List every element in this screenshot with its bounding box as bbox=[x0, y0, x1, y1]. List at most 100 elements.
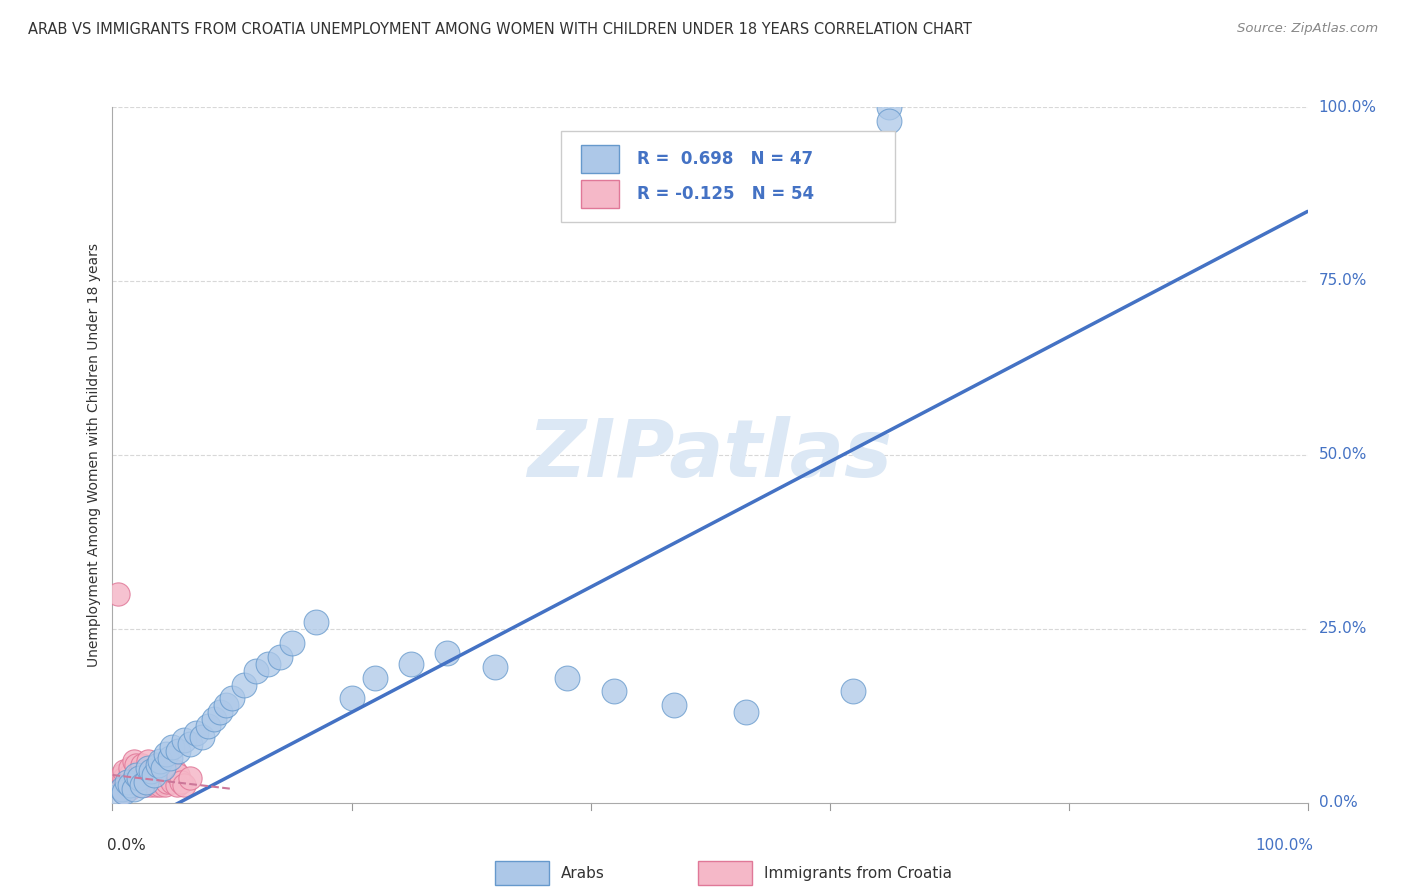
Point bbox=[125, 757, 148, 772]
FancyBboxPatch shape bbox=[697, 861, 752, 885]
Point bbox=[117, 775, 139, 789]
Point bbox=[129, 775, 152, 789]
Text: 50.0%: 50.0% bbox=[1319, 448, 1367, 462]
Point bbox=[281, 636, 304, 650]
Point bbox=[118, 781, 141, 796]
Text: R = -0.125   N = 54: R = -0.125 N = 54 bbox=[637, 185, 814, 203]
Text: 100.0%: 100.0% bbox=[1256, 838, 1313, 853]
Point bbox=[134, 768, 156, 782]
Point bbox=[163, 764, 186, 779]
Point bbox=[138, 775, 160, 789]
Point bbox=[125, 768, 148, 782]
Text: 100.0%: 100.0% bbox=[1319, 100, 1376, 114]
Point bbox=[159, 772, 181, 786]
Point bbox=[111, 768, 134, 782]
Point bbox=[159, 750, 181, 764]
FancyBboxPatch shape bbox=[581, 145, 619, 173]
FancyBboxPatch shape bbox=[581, 180, 619, 208]
Point bbox=[162, 740, 183, 755]
Point bbox=[131, 757, 153, 772]
Text: 0.0%: 0.0% bbox=[107, 838, 145, 853]
Point bbox=[122, 754, 145, 768]
Point bbox=[166, 778, 188, 792]
FancyBboxPatch shape bbox=[495, 861, 548, 885]
Point bbox=[152, 761, 174, 775]
Point bbox=[149, 778, 172, 792]
Point bbox=[257, 657, 280, 671]
Point bbox=[155, 747, 177, 761]
Point bbox=[111, 781, 134, 796]
Point bbox=[122, 781, 145, 796]
Point bbox=[664, 698, 686, 713]
Point bbox=[107, 775, 129, 789]
Point bbox=[128, 772, 150, 786]
Point bbox=[139, 778, 162, 792]
Point bbox=[197, 719, 219, 733]
Point bbox=[135, 778, 157, 792]
Point bbox=[167, 744, 190, 758]
Text: 25.0%: 25.0% bbox=[1319, 622, 1367, 636]
Point bbox=[107, 789, 129, 803]
Point bbox=[148, 764, 170, 779]
Text: 0.0%: 0.0% bbox=[1319, 796, 1357, 810]
Point bbox=[364, 671, 387, 685]
Point bbox=[304, 615, 326, 629]
Point bbox=[127, 768, 149, 782]
Point bbox=[122, 772, 145, 786]
Point bbox=[105, 778, 128, 792]
Point bbox=[202, 712, 225, 726]
Point bbox=[112, 785, 135, 799]
Point bbox=[114, 785, 135, 799]
Point bbox=[132, 772, 155, 786]
Point bbox=[143, 768, 166, 782]
Point bbox=[735, 706, 758, 720]
Point bbox=[153, 768, 176, 782]
Point bbox=[139, 764, 162, 779]
Point bbox=[150, 761, 173, 775]
Text: R =  0.698   N = 47: R = 0.698 N = 47 bbox=[637, 150, 813, 169]
Text: ARAB VS IMMIGRANTS FROM CROATIA UNEMPLOYMENT AMONG WOMEN WITH CHILDREN UNDER 18 : ARAB VS IMMIGRANTS FROM CROATIA UNEMPLOY… bbox=[28, 22, 972, 37]
Point bbox=[153, 778, 176, 792]
Point bbox=[191, 730, 214, 744]
Point bbox=[173, 778, 195, 792]
Point bbox=[120, 768, 142, 782]
Point bbox=[877, 114, 900, 128]
Point bbox=[138, 761, 160, 775]
Point bbox=[221, 691, 243, 706]
Point bbox=[169, 775, 191, 789]
Point bbox=[152, 775, 174, 789]
Point bbox=[162, 775, 183, 789]
Point bbox=[114, 772, 135, 786]
Point bbox=[129, 764, 152, 779]
Point bbox=[340, 691, 363, 706]
Text: Arabs: Arabs bbox=[561, 865, 605, 880]
Point bbox=[128, 778, 150, 792]
Text: Immigrants from Croatia: Immigrants from Croatia bbox=[763, 865, 952, 880]
Point bbox=[842, 684, 865, 698]
Point bbox=[167, 768, 190, 782]
Point bbox=[131, 778, 153, 792]
Point bbox=[125, 775, 148, 789]
Point bbox=[138, 772, 160, 786]
Point bbox=[143, 768, 166, 782]
Point bbox=[215, 698, 238, 713]
Point bbox=[156, 775, 179, 789]
Point bbox=[269, 649, 291, 664]
Point bbox=[146, 775, 169, 789]
Point bbox=[115, 778, 138, 792]
Point bbox=[135, 775, 157, 789]
Point bbox=[179, 772, 201, 786]
Point bbox=[155, 764, 177, 779]
Point bbox=[145, 778, 167, 792]
Point bbox=[120, 761, 142, 775]
Point bbox=[232, 677, 256, 691]
Point bbox=[149, 754, 172, 768]
Point bbox=[484, 660, 506, 674]
Text: Source: ZipAtlas.com: Source: ZipAtlas.com bbox=[1237, 22, 1378, 36]
Point bbox=[603, 684, 626, 698]
Point bbox=[142, 775, 165, 789]
Point bbox=[245, 664, 267, 678]
Point bbox=[436, 646, 458, 660]
Text: ZIPatlas: ZIPatlas bbox=[527, 416, 893, 494]
Point bbox=[136, 761, 159, 775]
